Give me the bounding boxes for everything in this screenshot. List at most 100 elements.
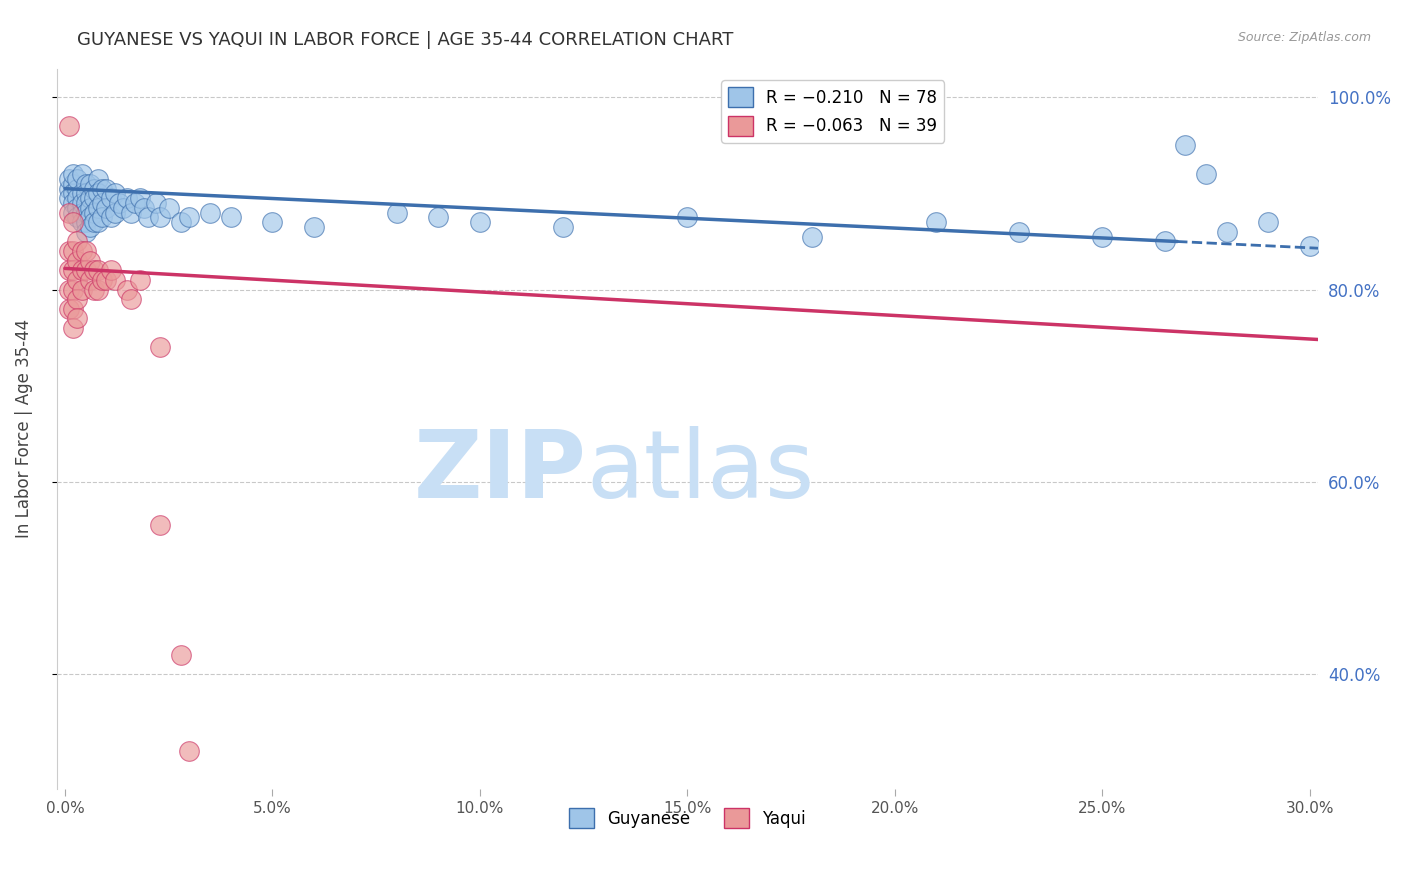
Point <box>96 201 118 215</box>
Text: Source: ZipAtlas.com: Source: ZipAtlas.com <box>1237 31 1371 45</box>
Point <box>87 186 110 201</box>
Point <box>62 167 84 181</box>
Point <box>62 186 84 201</box>
Point <box>79 191 101 205</box>
Point <box>79 253 101 268</box>
Point <box>1299 239 1322 253</box>
Point <box>79 211 101 225</box>
Point <box>58 172 80 186</box>
Point <box>62 205 84 219</box>
Point <box>149 211 172 225</box>
Point <box>132 201 155 215</box>
Point <box>58 181 80 195</box>
Point <box>104 186 127 201</box>
Point <box>115 283 138 297</box>
Point <box>58 263 80 277</box>
Point <box>58 205 80 219</box>
Point <box>75 225 97 239</box>
Point <box>676 211 699 225</box>
Point <box>79 201 101 215</box>
Point <box>128 273 150 287</box>
Point <box>96 181 118 195</box>
Point <box>1091 229 1114 244</box>
Point <box>91 211 114 225</box>
Point <box>1174 138 1197 153</box>
Point <box>120 292 142 306</box>
Point <box>1216 225 1239 239</box>
Point <box>302 220 325 235</box>
Point <box>75 196 97 211</box>
Point <box>62 283 84 297</box>
Point <box>115 191 138 205</box>
Point <box>83 181 105 195</box>
Point <box>128 191 150 205</box>
Point <box>83 191 105 205</box>
Point <box>1008 225 1031 239</box>
Point <box>157 201 180 215</box>
Point <box>62 321 84 335</box>
Point <box>145 196 167 211</box>
Point <box>170 215 193 229</box>
Point <box>468 215 491 229</box>
Point <box>149 340 172 354</box>
Point <box>170 648 193 662</box>
Point <box>91 273 114 287</box>
Point <box>70 244 93 258</box>
Point <box>219 211 242 225</box>
Point <box>87 283 110 297</box>
Point <box>124 196 146 211</box>
Point <box>58 283 80 297</box>
Point <box>75 205 97 219</box>
Point <box>58 301 80 316</box>
Point <box>66 201 89 215</box>
Point <box>108 196 131 211</box>
Text: GUYANESE VS YAQUI IN LABOR FORCE | AGE 35-44 CORRELATION CHART: GUYANESE VS YAQUI IN LABOR FORCE | AGE 3… <box>77 31 734 49</box>
Point <box>179 744 201 758</box>
Point <box>91 196 114 211</box>
Point <box>70 263 93 277</box>
Point <box>58 119 80 133</box>
Point <box>58 244 80 258</box>
Point <box>83 205 105 219</box>
Point <box>70 205 93 219</box>
Point <box>79 177 101 191</box>
Point <box>91 181 114 195</box>
Point <box>66 172 89 186</box>
Point <box>83 263 105 277</box>
Point <box>70 283 93 297</box>
Point <box>1153 235 1175 249</box>
Point <box>79 273 101 287</box>
Point <box>66 181 89 195</box>
Point <box>100 191 122 205</box>
Point <box>62 263 84 277</box>
Point <box>58 191 80 205</box>
Point <box>66 235 89 249</box>
Point <box>87 172 110 186</box>
Point <box>70 196 93 211</box>
Y-axis label: In Labor Force | Age 35-44: In Labor Force | Age 35-44 <box>15 319 32 539</box>
Point <box>75 186 97 201</box>
Legend: Guyanese, Yaqui: Guyanese, Yaqui <box>562 801 813 835</box>
Point <box>66 292 89 306</box>
Point <box>62 196 84 211</box>
Point <box>75 177 97 191</box>
Point <box>1257 215 1279 229</box>
Point <box>100 263 122 277</box>
Point <box>385 205 408 219</box>
Point <box>136 211 159 225</box>
Point <box>1195 167 1218 181</box>
Point <box>75 215 97 229</box>
Point <box>62 244 84 258</box>
Point <box>75 263 97 277</box>
Point <box>62 215 84 229</box>
Point <box>87 215 110 229</box>
Point <box>551 220 574 235</box>
Point <box>75 244 97 258</box>
Point <box>120 205 142 219</box>
Point <box>66 311 89 326</box>
Point <box>427 211 450 225</box>
Point <box>62 301 84 316</box>
Point <box>925 215 948 229</box>
Point <box>262 215 284 229</box>
Point <box>179 211 201 225</box>
